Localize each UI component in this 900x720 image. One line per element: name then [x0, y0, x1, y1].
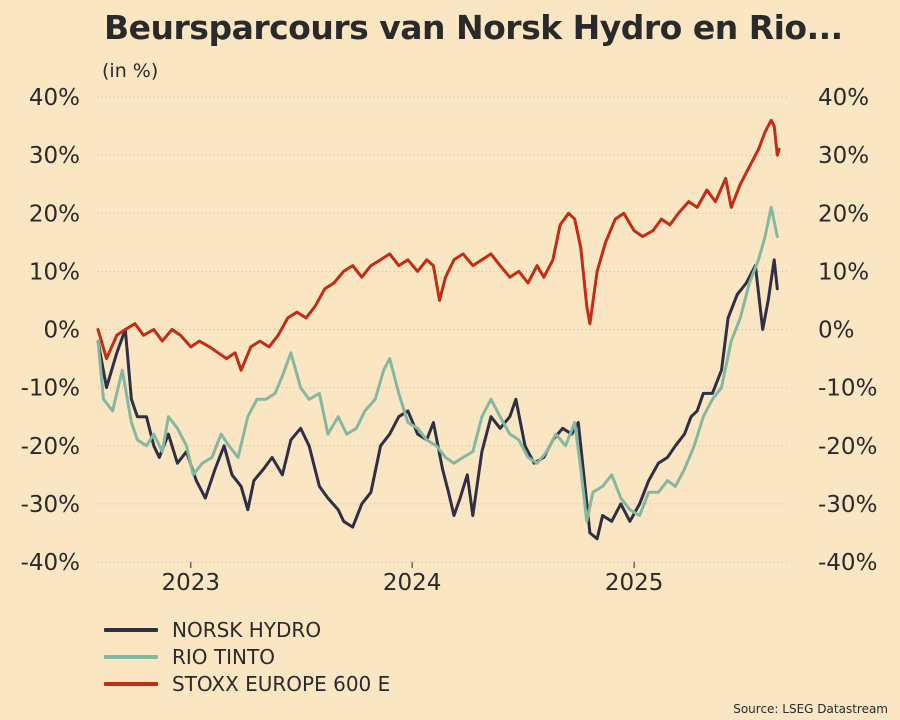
x-tick-label: 2024	[383, 570, 442, 596]
legend-item-norsk-hydro: NORSK HYDRO	[104, 616, 390, 643]
legend-label: STOXX EUROPE 600 E	[172, 671, 391, 696]
x-tick-label: 2025	[605, 570, 664, 596]
source-note: Source: LSEG Datastream	[733, 702, 888, 716]
y-tick-label-right: 40%	[818, 85, 869, 111]
series-line-stoxx-europe-600-e	[96, 118, 781, 372]
y-tick-label-right: -10%	[818, 376, 877, 402]
unit-label: (in %)	[102, 60, 159, 82]
line-chart: 40% 30% 20% 10% 0% -10% -20% -30% -40% 40% 30% 20%…	[21, 85, 878, 596]
y-tick-label-left: 0%	[44, 318, 81, 344]
series-line-norsk-hydro	[96, 258, 779, 541]
chart-title: Beursparcours van Norsk Hydro en Rio...	[104, 8, 843, 47]
legend-swatch	[104, 627, 158, 632]
y-tick-label-left: 40%	[29, 85, 80, 111]
legend-item-stoxx-europe: STOXX EUROPE 600 E	[104, 670, 390, 697]
y-tick-label-left: 20%	[29, 201, 80, 227]
y-tick-label-left: -10%	[21, 376, 80, 402]
legend-label: NORSK HYDRO	[172, 617, 322, 642]
y-tick-label-left: 30%	[29, 143, 80, 169]
y-tick-label-right: -20%	[818, 434, 877, 460]
legend-item-rio-tinto: RIO TINTO	[104, 643, 390, 670]
y-tick-label-right: 20%	[818, 201, 869, 227]
y-tick-label-right: -40%	[818, 550, 877, 576]
y-tick-label-left: -30%	[21, 492, 80, 518]
legend-swatch	[104, 654, 158, 659]
y-tick-label-right: -30%	[818, 492, 877, 518]
y-tick-label-right: 30%	[818, 143, 869, 169]
series-line-rio-tinto	[96, 205, 779, 523]
series-lines	[96, 118, 781, 541]
y-tick-label-left: -20%	[21, 434, 80, 460]
y-axis-left: 40% 30% 20% 10% 0% -10% -20% -30% -40%	[21, 85, 80, 576]
legend-label: RIO TINTO	[172, 644, 275, 669]
y-tick-label-left: -40%	[21, 550, 80, 576]
y-tick-label-left: 10%	[29, 259, 80, 285]
y-tick-label-right: 10%	[818, 259, 869, 285]
legend-swatch	[104, 681, 158, 686]
y-axis-right: 40% 30% 20% 10% 0% -10% -20% -30% -40%	[818, 85, 877, 576]
x-tick-label: 2023	[162, 570, 221, 596]
x-axis: 2023 2024 2025	[162, 562, 664, 596]
legend: NORSK HYDRO RIO TINTO STOXX EUROPE 600 E	[104, 616, 390, 697]
y-tick-label-right: 0%	[818, 318, 855, 344]
